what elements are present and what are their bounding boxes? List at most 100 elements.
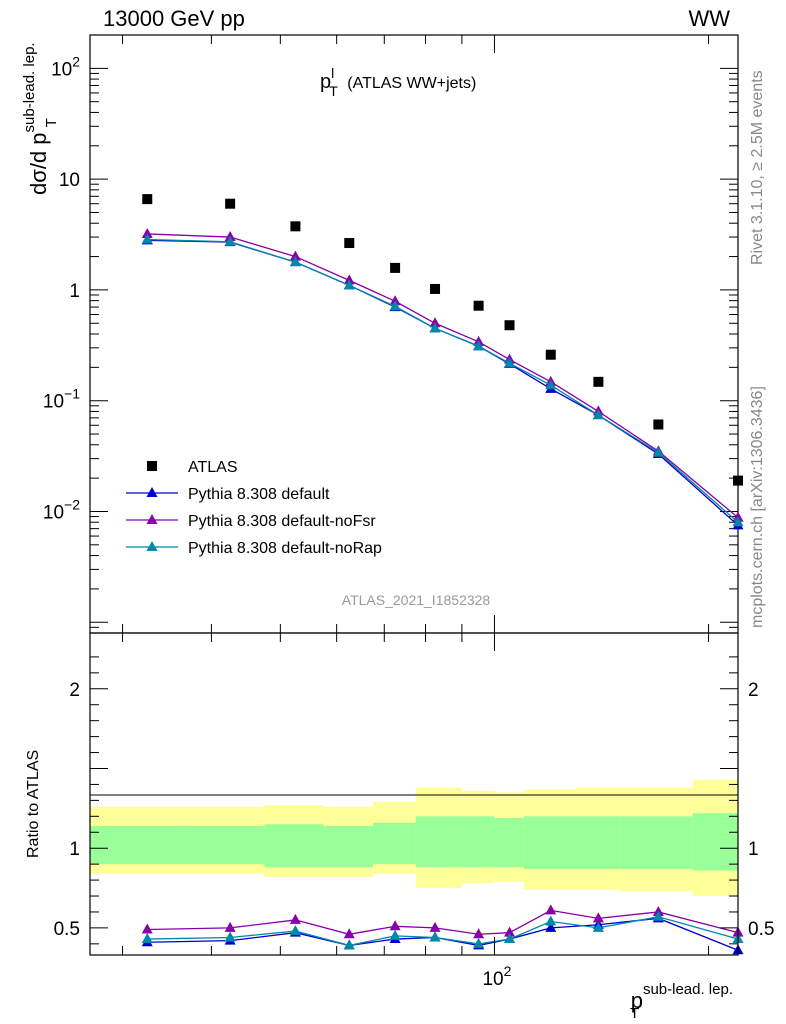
legend-label: Pythia 8.308 default-noRap [188, 540, 382, 557]
band-inner [415, 816, 462, 868]
ratio-point-noRap [389, 929, 401, 940]
data-point [344, 238, 355, 249]
legend-label: ATLAS [188, 459, 238, 476]
title-main: p [320, 71, 331, 93]
legend-marker [147, 461, 157, 471]
series-line-noRap [147, 238, 739, 523]
data-point [430, 283, 441, 294]
ratio-point-noRap [224, 931, 236, 942]
ratio-y-tick-label-right: 1 [748, 839, 759, 860]
mc-point-noRap [732, 516, 744, 527]
data-point [545, 349, 556, 360]
main-y-tick-label: 10 [59, 170, 80, 191]
x-tick-label: 102 [482, 963, 511, 990]
main-title: pl T (ATLAS WW+jets) [320, 65, 476, 99]
ratio-point-noFsr [289, 913, 301, 924]
legend-item-noRap: Pythia 8.308 default-noRap [126, 540, 382, 557]
band-inner [619, 816, 693, 869]
data-point [733, 475, 743, 486]
data-point [225, 198, 236, 209]
band-inner [373, 822, 416, 865]
band-inner [692, 813, 738, 871]
mc-point-noFsr [289, 250, 301, 261]
band-inner [323, 825, 374, 868]
ratio-ticks: 0.5 0.5 1 1 2 2 102 [54, 633, 774, 990]
mc-point-noRap [289, 256, 301, 267]
legend-item-noFsr: Pythia 8.308 default-noFsr [126, 513, 376, 530]
title-sup: l [331, 65, 334, 81]
mc-point-noRap [389, 300, 401, 311]
ylabel-sup: sub-lead. lep. [21, 42, 38, 132]
legend-marker [146, 514, 158, 524]
legend-item-default: Pythia 8.308 default [126, 486, 330, 503]
ratio-point-noFsr [429, 921, 441, 932]
legend-marker [146, 487, 158, 497]
ratio-point-noRap [473, 937, 485, 948]
ratio-y-tick-label-right: 2 [748, 680, 759, 701]
band-inner [90, 825, 192, 865]
series-noFsr [141, 227, 744, 522]
series-line-noFsr [147, 233, 739, 519]
ratio-series [141, 904, 744, 955]
ratio-series-default [141, 912, 744, 955]
series-line-default [147, 239, 739, 526]
main-y-tick-label: 1 [69, 281, 80, 302]
ratio-y-tick-label: 0.5 [54, 919, 80, 940]
mc-point-noRap [545, 379, 557, 390]
ratio-point-noFsr [343, 928, 355, 939]
ratio-line-noRap [147, 916, 739, 947]
ratio-line-noFsr [147, 909, 739, 935]
band-inner [191, 825, 265, 865]
ratio-y-tick-label: 2 [69, 680, 80, 701]
series-data [142, 194, 743, 486]
legend-label: Pythia 8.308 default [188, 486, 330, 503]
mc-point-noRap [473, 340, 485, 351]
mc-point-noRap [224, 235, 236, 246]
mcplots-label: mcplots.cern.ch [arXiv:1306.3436] [749, 386, 766, 628]
title-sub: T [329, 83, 338, 99]
ratio-line-default [147, 917, 739, 951]
mc-point-noFsr [429, 317, 441, 328]
ratio-point-noRap [545, 915, 557, 926]
legend-label: Pythia 8.308 default-noFsr [188, 513, 376, 530]
data-point [390, 262, 401, 273]
ratio-point-noFsr [545, 904, 557, 915]
ratio-ylabel: Ratio to ATLAS [25, 750, 42, 858]
mc-point-noFsr [389, 295, 401, 306]
main-y-tick-label: 10−1 [43, 386, 80, 413]
header-left: 13000 GeV pp [103, 6, 245, 31]
ratio-point-noFsr [592, 912, 604, 923]
ratio-point-default [545, 921, 557, 932]
header-right: WW [688, 6, 730, 31]
ratio-point-noRap [504, 933, 516, 944]
ratio-point-noRap [141, 933, 153, 944]
ratio-point-noRap [289, 925, 301, 936]
rivet-label: Rivet 3.1.10, ≥ 2.5M events [749, 70, 766, 265]
data-point [290, 221, 301, 232]
xlabel-sub: T [630, 1005, 639, 1022]
ratio-point-noRap [652, 910, 664, 921]
mc-point-noRap [504, 357, 516, 368]
mc-point-noRap [652, 446, 664, 457]
band-inner [494, 817, 524, 868]
data-point [504, 320, 515, 331]
mc-point-noRap [343, 279, 355, 290]
main-ticks: 10−2 10−1 1 10 102 [43, 34, 738, 634]
mc-point-noFsr [141, 227, 153, 238]
ratio-series-noFsr [141, 904, 744, 939]
analysis-id: ATLAS_2021_I1852328 [342, 592, 491, 608]
band-inner [523, 816, 576, 869]
main-y-tick-label: 10−2 [43, 496, 80, 523]
main-ylabel: dσ/d psub-lead. lep. T [21, 42, 60, 195]
ratio-frame [89, 632, 739, 956]
ratio-panel: 0.5 0.5 1 1 2 2 102 Ratio to ATLAS psub-lead. … [25, 632, 774, 1022]
mc-point-noRap [429, 322, 441, 333]
ratio-point-noRap [429, 931, 441, 942]
mc-point-noRap [592, 409, 604, 420]
series-noRap [141, 233, 744, 527]
ylabel-sub: T [43, 118, 60, 127]
data-point [142, 194, 153, 205]
data-point [593, 376, 604, 387]
